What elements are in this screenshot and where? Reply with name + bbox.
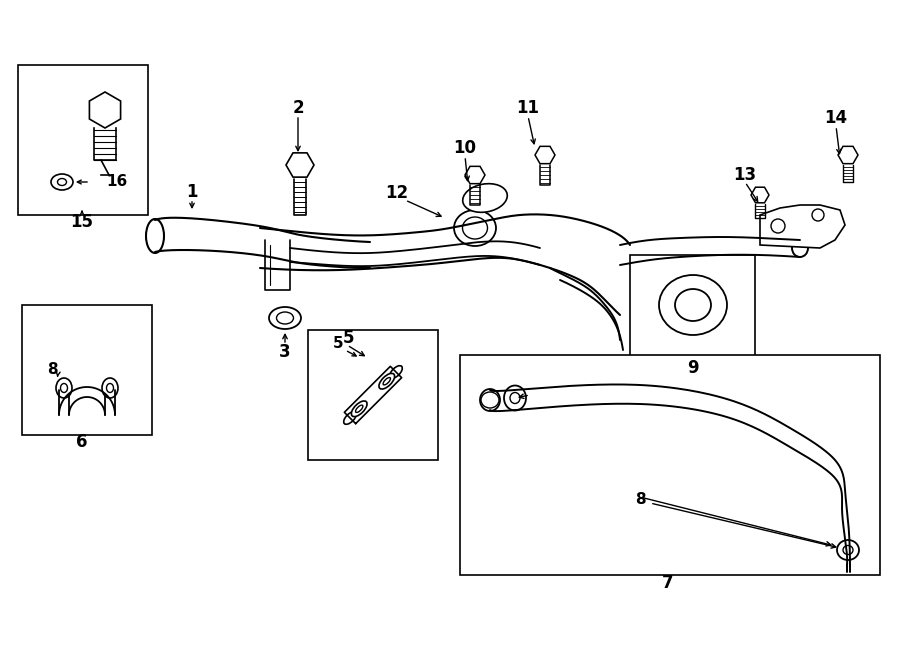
Bar [22,305,152,435]
Polygon shape [465,167,485,184]
Text: 5: 5 [333,336,343,350]
Ellipse shape [771,219,785,233]
Ellipse shape [58,178,67,186]
Ellipse shape [504,385,526,410]
Ellipse shape [481,392,499,408]
Ellipse shape [463,184,508,212]
Text: 8: 8 [634,492,645,508]
Bar [18,65,148,215]
Ellipse shape [51,174,73,190]
Text: 12: 12 [385,184,409,202]
Text: 2: 2 [292,99,304,117]
Polygon shape [89,92,121,128]
Text: 13: 13 [734,166,757,184]
Ellipse shape [102,378,118,398]
Polygon shape [286,153,314,177]
Text: 9: 9 [688,359,698,377]
Text: 8: 8 [47,362,58,377]
Ellipse shape [480,389,500,411]
Ellipse shape [269,307,301,329]
Text: 1: 1 [186,183,198,201]
Ellipse shape [792,239,808,257]
Text: 14: 14 [824,109,848,127]
Text: 7: 7 [662,574,674,592]
Text: 3: 3 [279,343,291,361]
Bar [308,330,438,460]
Ellipse shape [106,383,113,393]
Ellipse shape [812,209,824,221]
Text: 5: 5 [342,329,354,347]
Ellipse shape [675,289,711,321]
Bar [630,255,755,360]
Polygon shape [751,187,769,203]
Ellipse shape [379,373,394,389]
Ellipse shape [56,378,72,398]
Polygon shape [535,146,555,164]
Text: 10: 10 [454,139,476,157]
Text: 15: 15 [70,213,94,231]
Polygon shape [760,205,845,248]
Ellipse shape [454,210,496,246]
Text: 16: 16 [106,175,127,190]
Text: 11: 11 [517,99,539,117]
Ellipse shape [837,540,859,560]
Ellipse shape [351,401,367,416]
Ellipse shape [843,545,853,555]
Polygon shape [838,146,858,164]
Ellipse shape [463,217,488,239]
Ellipse shape [659,275,727,335]
Bar [460,355,880,575]
Ellipse shape [356,405,363,412]
Ellipse shape [276,312,293,324]
Ellipse shape [510,393,520,403]
Ellipse shape [383,377,391,385]
Ellipse shape [390,366,402,378]
Text: 6: 6 [76,433,88,451]
Ellipse shape [146,219,164,253]
Ellipse shape [60,383,68,393]
Ellipse shape [344,412,356,424]
